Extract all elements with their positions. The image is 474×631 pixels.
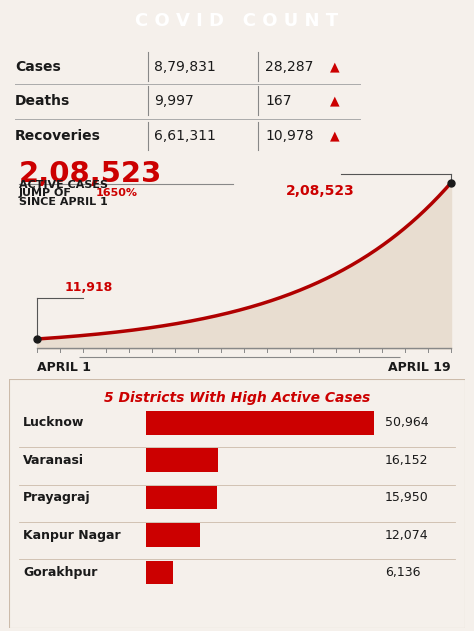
Text: APRIL 1: APRIL 1 — [37, 361, 91, 374]
Text: 167: 167 — [265, 94, 292, 108]
Bar — [146, 449, 218, 472]
Text: Gorakhpur: Gorakhpur — [23, 566, 98, 579]
Text: 12,074: 12,074 — [385, 529, 428, 541]
Text: 5 Districts With High Active Cases: 5 Districts With High Active Cases — [104, 391, 370, 405]
Text: 50,964: 50,964 — [385, 416, 428, 429]
Bar — [146, 523, 200, 547]
Text: SINCE APRIL 1: SINCE APRIL 1 — [19, 198, 108, 208]
Bar — [146, 486, 217, 509]
Text: 1650%: 1650% — [96, 188, 138, 198]
Text: 8,79,831: 8,79,831 — [154, 60, 216, 74]
Text: 11,918: 11,918 — [65, 281, 113, 294]
Text: 15,950: 15,950 — [385, 491, 428, 504]
Text: Lucknow: Lucknow — [23, 416, 84, 429]
Text: 16,152: 16,152 — [385, 454, 428, 467]
Bar — [146, 560, 173, 584]
Text: 6,61,311: 6,61,311 — [154, 129, 216, 143]
Text: ACTIVE CASES: ACTIVE CASES — [19, 180, 108, 190]
Text: JUMP OF: JUMP OF — [19, 188, 75, 198]
Text: 6,136: 6,136 — [385, 566, 420, 579]
Text: Kanpur Nagar: Kanpur Nagar — [23, 529, 121, 541]
Text: Prayagraj: Prayagraj — [23, 491, 91, 504]
Bar — [146, 411, 374, 435]
Text: ▲: ▲ — [330, 61, 340, 73]
Text: Deaths: Deaths — [15, 94, 70, 108]
Text: ▲: ▲ — [330, 95, 340, 107]
Text: C O V I D   C O U N T: C O V I D C O U N T — [136, 11, 338, 30]
Text: APRIL 19: APRIL 19 — [388, 361, 451, 374]
Text: 2,08,523: 2,08,523 — [19, 160, 162, 188]
Text: Varanasi: Varanasi — [23, 454, 84, 467]
Text: 9,997: 9,997 — [154, 94, 194, 108]
Text: Recoveries: Recoveries — [15, 129, 101, 143]
Text: 2,08,523: 2,08,523 — [285, 184, 354, 198]
Text: 28,287: 28,287 — [265, 60, 313, 74]
Text: Cases: Cases — [15, 60, 61, 74]
Text: ▲: ▲ — [330, 129, 340, 143]
Text: 10,978: 10,978 — [265, 129, 313, 143]
